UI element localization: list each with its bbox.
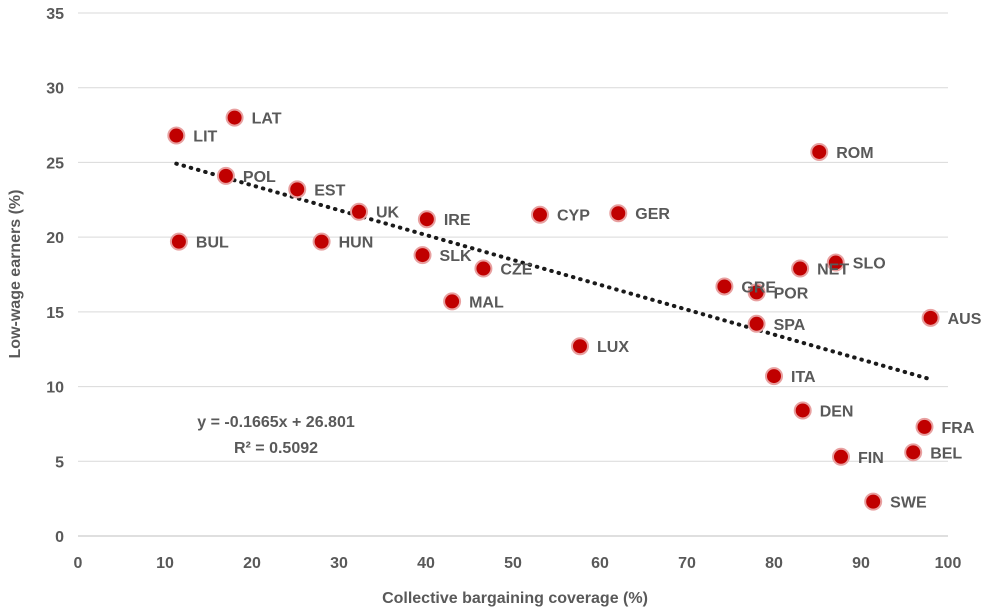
data-point-aus <box>921 308 940 327</box>
data-point-lat <box>225 108 244 127</box>
x-tick-label: 60 <box>591 555 609 572</box>
data-point-slk <box>413 246 432 265</box>
x-tick-label: 100 <box>935 555 962 572</box>
x-tick-label: 30 <box>330 555 348 572</box>
point-label-fra: FRA <box>942 420 975 437</box>
point-label-fin: FIN <box>858 450 884 467</box>
point-label-den: DEN <box>820 403 854 420</box>
data-point-mal <box>443 292 462 311</box>
data-point-rom <box>810 142 829 161</box>
x-tick-label: 70 <box>678 555 696 572</box>
data-point-swe <box>864 492 883 511</box>
trendline <box>174 161 933 382</box>
x-tick-label: 90 <box>852 555 870 572</box>
trendline-group <box>174 161 933 382</box>
point-label-aus: AUS <box>948 311 982 328</box>
data-point-por <box>747 283 766 302</box>
y-tick-label: 0 <box>55 529 64 546</box>
data-point-spa <box>747 314 766 333</box>
point-label-mal: MAL <box>469 294 504 311</box>
point-label-spa: SPA <box>774 317 806 334</box>
data-point-ger <box>609 204 628 223</box>
x-tick-label: 40 <box>417 555 435 572</box>
data-point-fra <box>915 417 934 436</box>
y-tick-label: 20 <box>46 230 64 247</box>
point-label-bul: BUL <box>196 235 229 252</box>
x-tick-label: 80 <box>765 555 783 572</box>
point-label-gre: GRE <box>741 279 776 296</box>
point-label-lux: LUX <box>597 339 629 356</box>
data-point-est <box>288 180 307 199</box>
data-point-fin <box>831 447 850 466</box>
x-axis-title: Collective bargaining coverage (%) <box>382 590 648 607</box>
gridlines <box>78 12 948 462</box>
y-tick-label: 5 <box>55 454 64 471</box>
point-label-hun: HUN <box>339 235 374 252</box>
point-label-bel: BEL <box>930 445 962 462</box>
data-point-cze <box>474 259 493 278</box>
point-label-slo: SLO <box>853 256 886 273</box>
data-points <box>167 108 940 511</box>
x-tick-label: 0 <box>74 555 83 572</box>
x-tick-label: 50 <box>504 555 522 572</box>
y-axis-ticks: 0 5 10 15 20 25 30 35 <box>46 6 64 546</box>
y-tick-label: 25 <box>46 155 64 172</box>
data-point-pol <box>216 166 235 185</box>
trendline-equation: y = -0.1665x + 26.801 <box>197 414 355 431</box>
data-point-net <box>791 259 810 278</box>
data-point-slo <box>826 253 845 272</box>
trendline-r-squared: R² = 0.5092 <box>234 440 318 457</box>
point-label-cyp: CYP <box>557 208 590 225</box>
data-point-bul <box>169 232 188 251</box>
y-tick-label: 10 <box>46 380 64 397</box>
point-label-ger: GER <box>635 206 670 223</box>
data-point-gre <box>715 277 734 296</box>
data-point-uk <box>350 202 369 221</box>
point-label-rom: ROM <box>836 145 873 162</box>
data-point-lit <box>167 126 186 145</box>
point-label-lat: LAT <box>252 111 282 128</box>
y-tick-label: 30 <box>46 81 64 98</box>
point-labels: LAT LIT POL EST UK IRE BUL HUN SLK CZE MAL CYP GER LU… <box>193 111 981 512</box>
y-axis-title: Low-wage earners (%) <box>7 190 24 359</box>
point-label-ire: IRE <box>444 212 471 229</box>
x-tick-label: 10 <box>156 555 174 572</box>
point-label-por: POR <box>774 285 809 302</box>
data-point-den <box>793 401 812 420</box>
data-point-bel <box>904 443 923 462</box>
point-label-swe: SWE <box>890 495 927 512</box>
point-label-est: EST <box>314 182 345 199</box>
point-label-cze: CZE <box>500 262 532 279</box>
data-point-hun <box>312 232 331 251</box>
data-point-ita <box>765 367 783 386</box>
y-tick-label: 15 <box>46 305 64 322</box>
point-label-slk: SLK <box>440 248 472 265</box>
point-label-lit: LIT <box>193 129 217 146</box>
data-point-ire <box>417 210 436 229</box>
point-label-uk: UK <box>376 205 400 222</box>
y-tick-label: 35 <box>46 6 64 23</box>
data-point-cyp <box>530 205 549 224</box>
point-label-ita: ITA <box>791 369 816 386</box>
x-axis-ticks: 0 10 20 30 40 50 60 70 80 90 100 <box>74 555 962 572</box>
point-label-net: NET <box>817 262 849 279</box>
x-tick-label: 20 <box>243 555 261 572</box>
data-point-lux <box>570 337 589 356</box>
point-label-pol: POL <box>243 169 276 186</box>
